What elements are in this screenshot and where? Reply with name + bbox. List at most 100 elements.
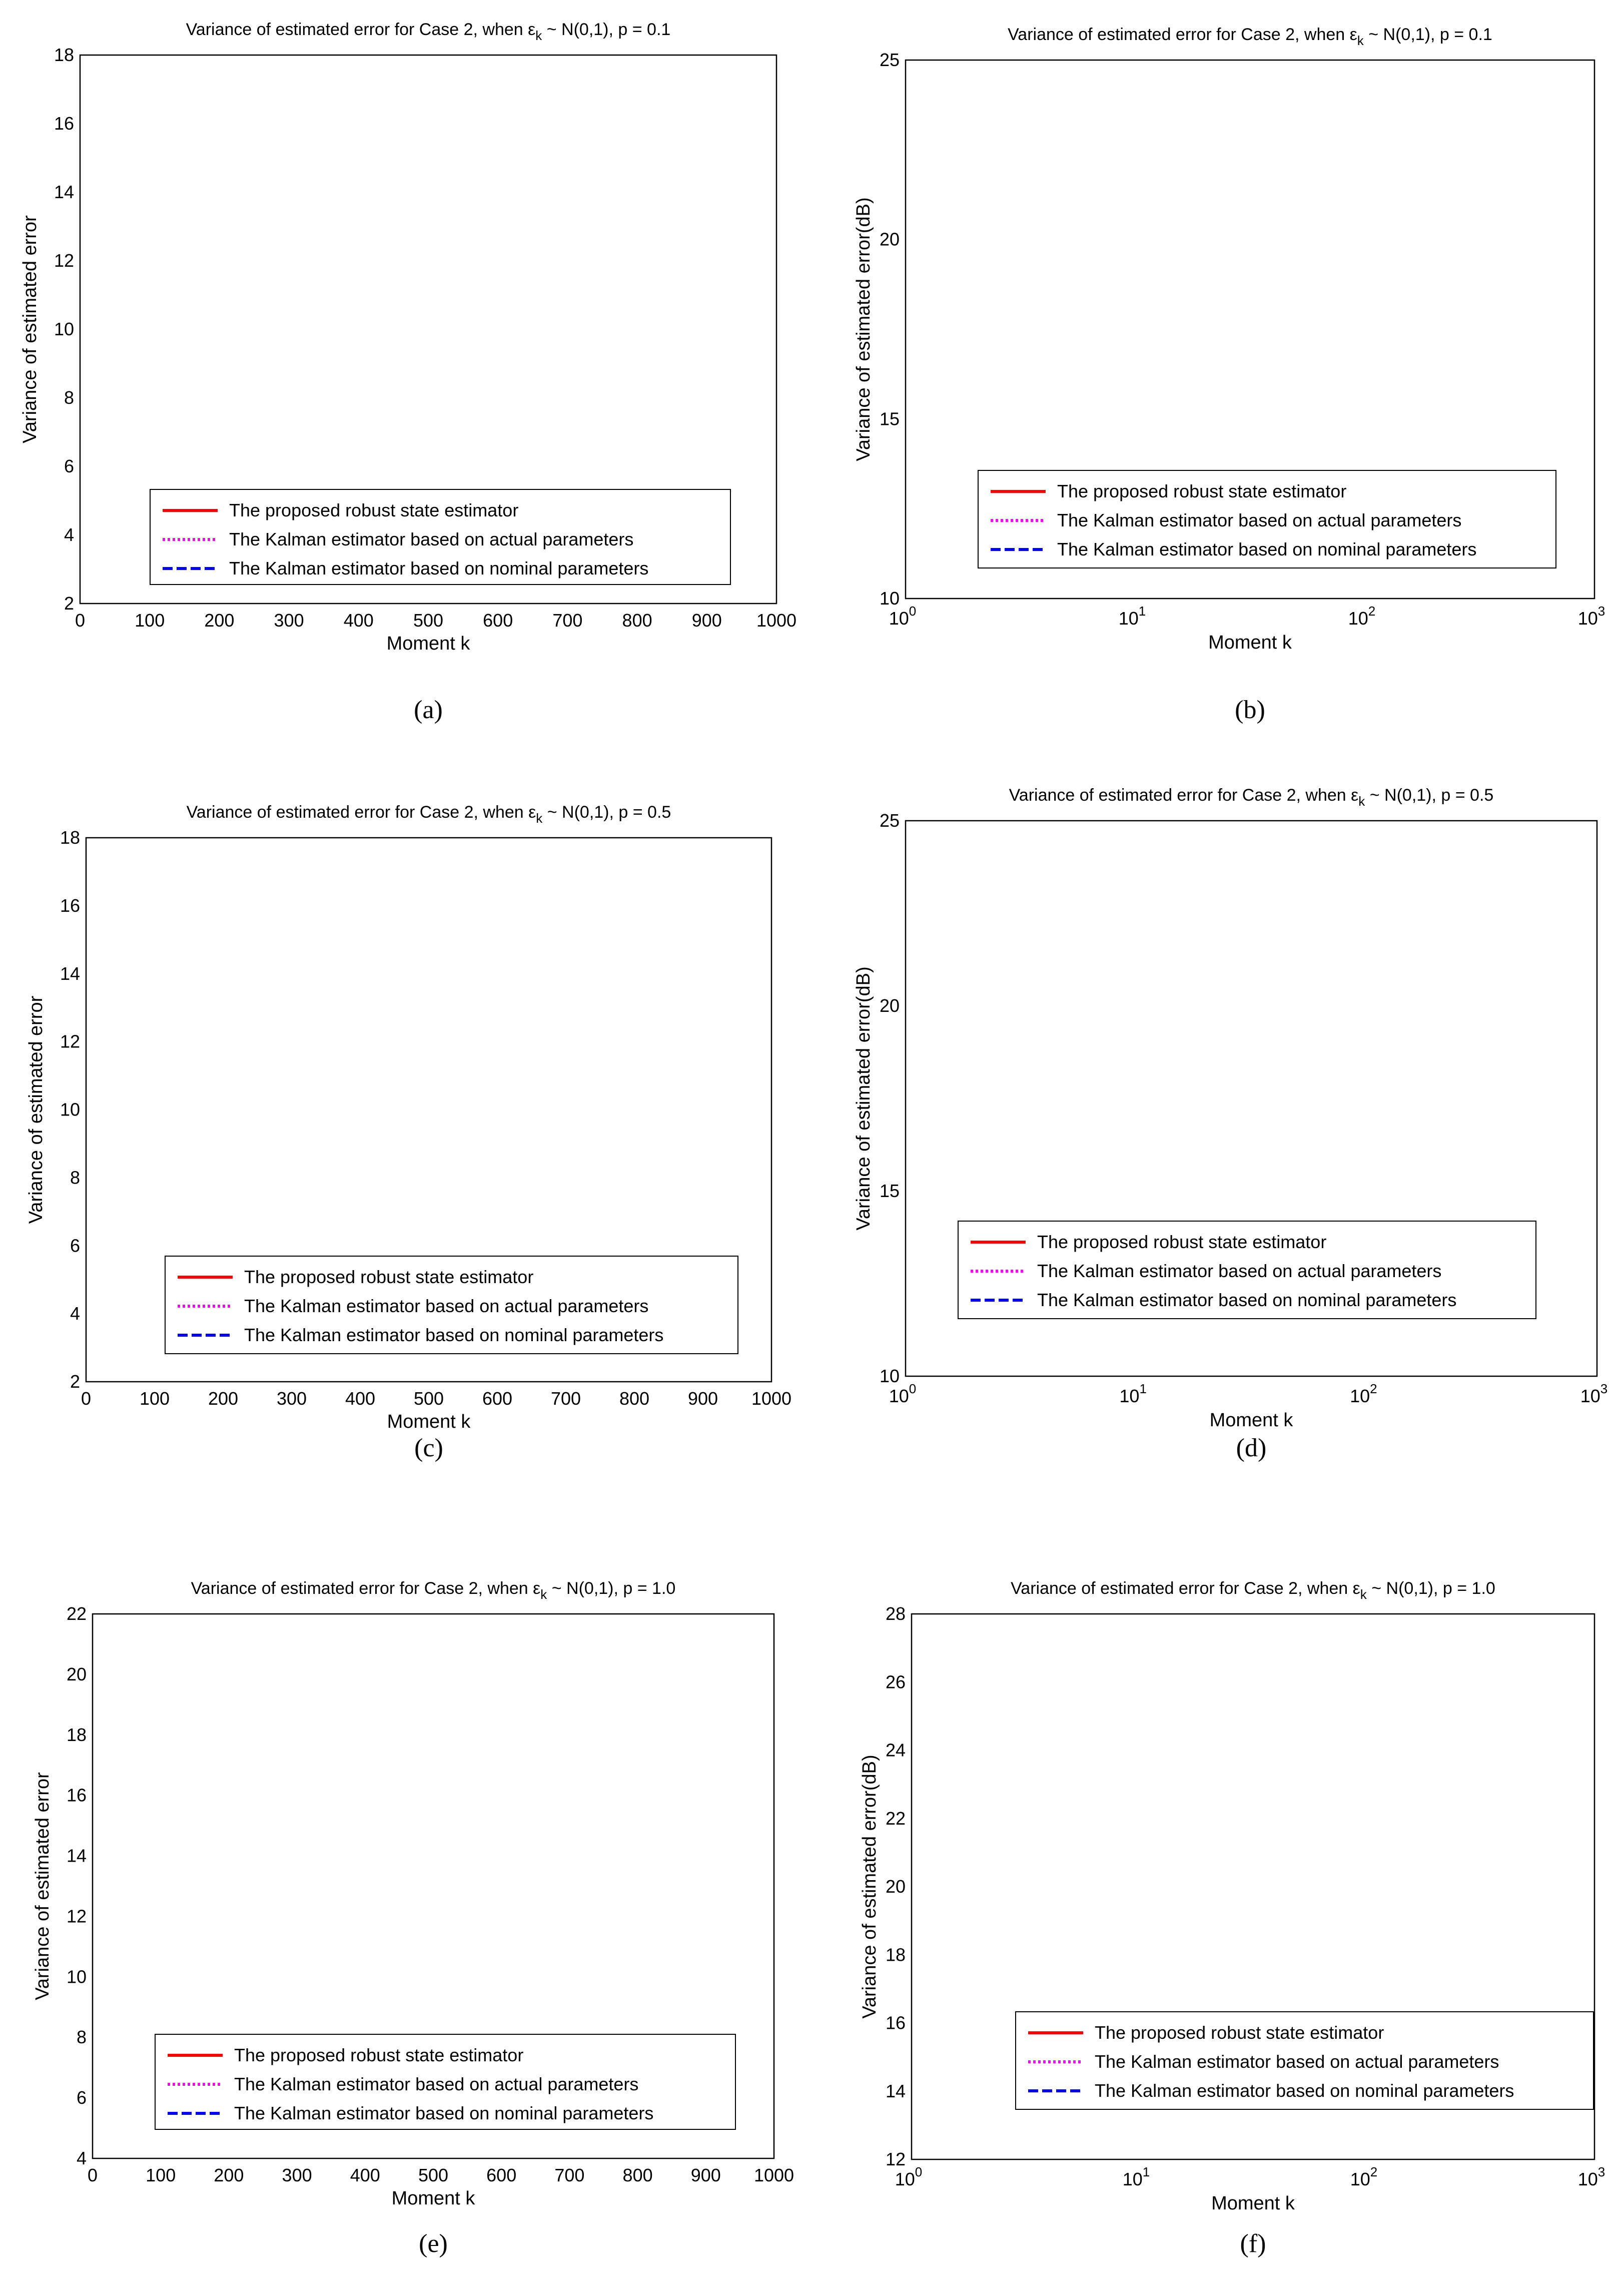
legend-label-nominal: The Kalman estimator based on nominal pa… xyxy=(1095,2080,1514,2101)
y-axis-label: Variance of estimated error xyxy=(26,995,47,1224)
legend: The proposed robust state estimator The K… xyxy=(978,470,1556,568)
y-tick-label: 16 xyxy=(67,1785,87,1806)
legend-label-actual: The Kalman estimator based on actual par… xyxy=(234,2074,638,2094)
y-tick-label: 12 xyxy=(54,250,74,271)
legend-label-actual: The Kalman estimator based on actual par… xyxy=(1057,510,1461,530)
y-axis-label: Variance of estimated error(dB) xyxy=(859,1755,880,2018)
panel-caption: (b) xyxy=(1235,696,1265,724)
x-tick-label: 600 xyxy=(482,1388,512,1409)
x-tick-label: 101 xyxy=(1119,1381,1147,1406)
x-tick-label: 800 xyxy=(622,610,652,631)
x-axis-label: Moment k xyxy=(387,1411,471,1432)
legend-label-nominal: The Kalman estimator based on nominal pa… xyxy=(229,558,648,579)
legend-box xyxy=(958,1221,1536,1319)
x-tick-label: 200 xyxy=(214,2165,244,2185)
chart-title: Variance of estimated error for Case 2, … xyxy=(191,1579,676,1602)
y-tick-label: 10 xyxy=(67,1966,87,1987)
y-tick-label: 12 xyxy=(67,1906,87,1926)
y-tick-label: 8 xyxy=(70,1167,80,1188)
y-tick-label: 8 xyxy=(77,2027,87,2047)
y-axis-label: Variance of estimated error xyxy=(32,1772,53,2000)
y-tick-label: 16 xyxy=(886,2013,906,2033)
x-tick-label: 400 xyxy=(350,2165,380,2185)
y-tick-label: 14 xyxy=(54,182,74,202)
y-tick-label: 8 xyxy=(64,387,74,408)
y-tick-label: 20 xyxy=(886,1876,906,1897)
panel-caption: (d) xyxy=(1236,1434,1267,1462)
x-tick-label: 300 xyxy=(282,2165,312,2185)
y-tick-label: 6 xyxy=(70,1235,80,1256)
legend-label-nominal: The Kalman estimator based on nominal pa… xyxy=(234,2103,653,2123)
y-tick-label: 12 xyxy=(60,1031,80,1052)
legend-label-actual: The Kalman estimator based on actual par… xyxy=(244,1296,648,1316)
y-tick-label: 15 xyxy=(880,1181,900,1201)
x-tick-label: 0 xyxy=(81,1388,91,1409)
y-tick-label: 25 xyxy=(880,50,900,70)
legend-label-nominal: The Kalman estimator based on nominal pa… xyxy=(1057,539,1476,559)
y-tick-label: 10 xyxy=(60,1099,80,1120)
legend-label-robust: The proposed robust state estimator xyxy=(1037,1232,1326,1252)
y-axis-label: Variance of estimated error(dB) xyxy=(853,966,874,1230)
y-tick-label: 14 xyxy=(60,963,80,984)
y-tick-label: 2 xyxy=(70,1371,80,1392)
y-tick-label: 16 xyxy=(54,113,74,134)
y-tick-label: 18 xyxy=(60,827,80,848)
x-tick-label: 700 xyxy=(554,2165,584,2185)
y-tick-label: 22 xyxy=(67,1603,87,1624)
legend-box xyxy=(155,2034,736,2130)
y-tick-label: 18 xyxy=(54,45,74,65)
x-tick-label: 800 xyxy=(623,2165,653,2185)
y-tick-label: 26 xyxy=(886,1671,906,1692)
y-tick-label: 20 xyxy=(67,1664,87,1684)
legend-label-actual: The Kalman estimator based on actual par… xyxy=(1037,1261,1441,1281)
chart-title: Variance of estimated error for Case 2, … xyxy=(186,20,671,43)
x-tick-label: 900 xyxy=(692,610,722,631)
legend-box xyxy=(150,489,731,585)
y-tick-label: 10 xyxy=(880,588,900,609)
x-tick-label: 103 xyxy=(1578,604,1605,629)
x-tick-label: 102 xyxy=(1350,2164,1378,2189)
legend-box xyxy=(1015,2011,1594,2110)
legend-label-nominal: The Kalman estimator based on nominal pa… xyxy=(1037,1290,1456,1310)
y-tick-label: 18 xyxy=(886,1944,906,1965)
y-tick-label: 14 xyxy=(67,1846,87,1866)
x-tick-label: 900 xyxy=(688,1388,718,1409)
x-axis-label: Moment k xyxy=(387,633,471,654)
chart-title: Variance of estimated error for Case 2, … xyxy=(187,803,671,826)
y-tick-label: 10 xyxy=(54,319,74,339)
legend-label-actual: The Kalman estimator based on actual par… xyxy=(229,529,633,549)
legend: The proposed robust state estimator The K… xyxy=(1015,2011,1594,2110)
y-axis-label: Variance of estimated error xyxy=(20,215,41,443)
y-tick-label: 10 xyxy=(880,1366,900,1386)
x-tick-label: 101 xyxy=(1119,604,1146,629)
x-tick-label: 500 xyxy=(418,2165,448,2185)
x-tick-label: 100 xyxy=(135,610,165,631)
legend: The proposed robust state estimator The K… xyxy=(165,1256,738,1354)
x-tick-label: 1000 xyxy=(751,1388,791,1409)
x-tick-label: 103 xyxy=(1578,2164,1605,2189)
x-tick-label: 0 xyxy=(75,610,85,631)
y-tick-label: 12 xyxy=(886,2149,906,2169)
y-tick-label: 2 xyxy=(64,593,74,614)
x-tick-label: 1000 xyxy=(754,2165,794,2185)
y-tick-label: 15 xyxy=(880,408,900,429)
legend-label-actual: The Kalman estimator based on actual par… xyxy=(1095,2051,1499,2072)
x-tick-label: 100 xyxy=(140,1388,170,1409)
y-tick-label: 6 xyxy=(77,2087,87,2108)
chart-panel-e: 0 100 200 300 400 500 600 700 800 900 1000 4 6 8 10 12 1… xyxy=(32,1579,794,2258)
x-tick-label: 500 xyxy=(413,610,443,631)
y-tick-label: 22 xyxy=(886,1808,906,1829)
y-tick-label: 16 xyxy=(60,895,80,916)
x-tick-label: 300 xyxy=(277,1388,307,1409)
x-tick-label: 400 xyxy=(345,1388,375,1409)
x-tick-label: 600 xyxy=(483,610,513,631)
x-tick-label: 101 xyxy=(1123,2164,1150,2189)
chart-title: Variance of estimated error for Case 2, … xyxy=(1009,786,1494,809)
x-tick-label: 200 xyxy=(208,1388,238,1409)
legend-label-robust: The proposed robust state estimator xyxy=(1057,481,1346,501)
x-tick-label: 800 xyxy=(619,1388,649,1409)
